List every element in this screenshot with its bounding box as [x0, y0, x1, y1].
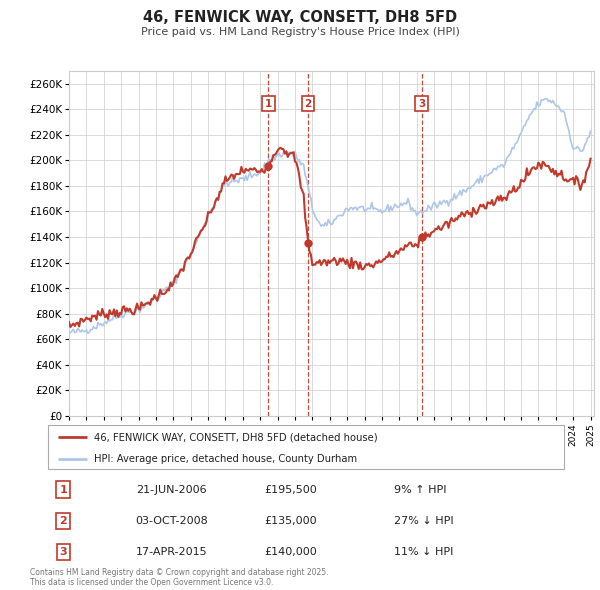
Text: 1: 1: [59, 484, 67, 494]
Text: 9% ↑ HPI: 9% ↑ HPI: [394, 484, 446, 494]
Text: 3: 3: [418, 99, 425, 109]
Text: 2: 2: [304, 99, 311, 109]
Text: 11% ↓ HPI: 11% ↓ HPI: [394, 547, 453, 557]
Text: Contains HM Land Registry data © Crown copyright and database right 2025.
This d: Contains HM Land Registry data © Crown c…: [30, 568, 329, 587]
Text: 03-OCT-2008: 03-OCT-2008: [136, 516, 208, 526]
Text: 46, FENWICK WAY, CONSETT, DH8 5FD: 46, FENWICK WAY, CONSETT, DH8 5FD: [143, 10, 457, 25]
Text: HPI: Average price, detached house, County Durham: HPI: Average price, detached house, Coun…: [94, 454, 358, 464]
Text: Price paid vs. HM Land Registry's House Price Index (HPI): Price paid vs. HM Land Registry's House …: [140, 27, 460, 37]
Text: 46, FENWICK WAY, CONSETT, DH8 5FD (detached house): 46, FENWICK WAY, CONSETT, DH8 5FD (detac…: [94, 432, 378, 442]
Text: 17-APR-2015: 17-APR-2015: [136, 547, 208, 557]
Text: 21-JUN-2006: 21-JUN-2006: [136, 484, 206, 494]
Text: 3: 3: [59, 547, 67, 557]
FancyBboxPatch shape: [48, 425, 564, 469]
Text: 27% ↓ HPI: 27% ↓ HPI: [394, 516, 454, 526]
Text: 1: 1: [265, 99, 272, 109]
Text: £135,000: £135,000: [265, 516, 317, 526]
Text: 2: 2: [59, 516, 67, 526]
Text: £195,500: £195,500: [265, 484, 317, 494]
Text: £140,000: £140,000: [265, 547, 317, 557]
